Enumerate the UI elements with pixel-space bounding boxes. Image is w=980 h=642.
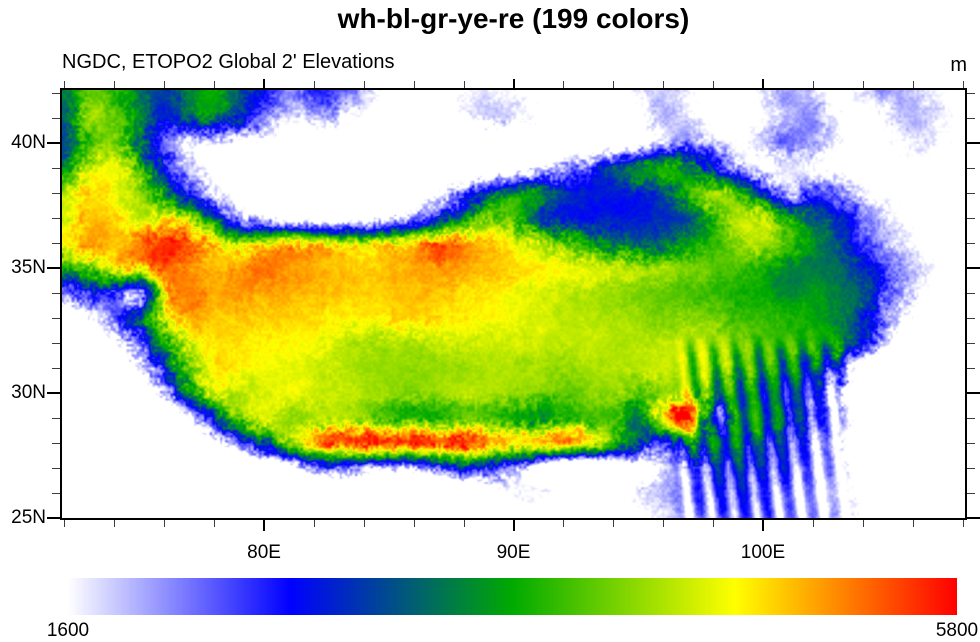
x-axis-minor-tick <box>713 520 714 527</box>
x-axis-minor-tick <box>813 520 814 527</box>
x-axis-minor-tick-top <box>563 81 564 88</box>
y-axis-minor-tick <box>52 168 60 169</box>
y-axis-minor-tick <box>52 193 60 194</box>
y-axis-major-tick-right <box>967 517 980 519</box>
x-axis-minor-tick <box>663 520 664 527</box>
x-axis-minor-tick-top <box>164 81 165 88</box>
y-axis-minor-tick-right <box>967 193 975 194</box>
y-axis-minor-tick <box>52 418 60 419</box>
x-axis-minor-tick <box>214 520 215 527</box>
y-axis-minor-tick-right <box>967 343 975 344</box>
y-axis-major-tick <box>47 392 60 394</box>
y-axis-tick-label: 35N <box>11 256 46 278</box>
x-axis-minor-tick <box>563 520 564 527</box>
y-axis-minor-tick <box>52 118 60 119</box>
x-axis-major-tick-top <box>513 79 515 88</box>
x-axis-minor-tick-top <box>414 81 415 88</box>
y-axis-minor-tick <box>52 343 60 344</box>
y-axis-minor-tick-right <box>967 368 975 369</box>
y-axis-minor-tick-right <box>967 168 975 169</box>
y-axis-minor-tick <box>52 293 60 294</box>
x-axis-tick-label: 90E <box>496 542 531 563</box>
x-axis-minor-tick <box>963 520 964 527</box>
y-axis-minor-tick-right <box>967 418 975 419</box>
x-axis-minor-tick-top <box>464 81 465 88</box>
page-title: wh-bl-gr-ye-re (199 colors) <box>337 3 690 34</box>
plot-frame <box>60 88 967 520</box>
y-axis-minor-tick-right <box>967 468 975 469</box>
y-axis-minor-tick-right <box>967 243 975 244</box>
x-axis-minor-tick <box>863 520 864 527</box>
x-axis-major-tick-top <box>263 79 265 88</box>
x-axis-tick-label: 80E <box>247 542 281 563</box>
y-axis-major-tick <box>47 267 60 269</box>
x-axis-major-tick <box>263 520 265 531</box>
x-axis-minor-tick <box>913 520 914 527</box>
y-axis-minor-tick-right <box>967 443 975 444</box>
x-axis-major-tick <box>513 520 515 531</box>
y-axis-minor-tick-right <box>967 293 975 294</box>
x-axis-major-tick-top <box>762 79 764 88</box>
x-axis-major-tick <box>762 520 764 531</box>
x-axis-minor-tick-top <box>913 81 914 88</box>
y-axis-tick-label: 25N <box>11 507 46 528</box>
y-axis-minor-tick <box>52 443 60 444</box>
y-axis-major-tick-right <box>967 267 980 269</box>
y-axis-minor-tick <box>52 318 60 319</box>
y-axis-minor-tick-right <box>967 493 975 494</box>
x-axis-minor-tick-top <box>64 81 65 88</box>
x-axis-minor-tick <box>613 520 614 527</box>
x-axis-minor-tick-top <box>663 81 664 88</box>
y-axis-tick-label: 40N <box>11 131 46 153</box>
x-axis-minor-tick <box>464 520 465 527</box>
y-axis-tick-label: 30N <box>11 381 46 403</box>
y-axis-major-tick <box>47 142 60 144</box>
y-axis-minor-tick-right <box>967 218 975 219</box>
y-axis-minor-tick <box>52 368 60 369</box>
x-axis-minor-tick <box>164 520 165 527</box>
x-axis-minor-tick-top <box>364 81 365 88</box>
x-axis-tick-label: 100E <box>740 542 786 563</box>
x-axis-minor-tick-top <box>314 81 315 88</box>
y-axis-major-tick-right <box>967 392 980 394</box>
x-axis-minor-tick-top <box>613 81 614 88</box>
x-axis-minor-tick <box>364 520 365 527</box>
elevation-raster-canvas <box>62 90 965 518</box>
x-axis-minor-tick <box>314 520 315 527</box>
y-axis-minor-tick <box>52 468 60 469</box>
x-axis-minor-tick-top <box>114 81 115 88</box>
y-axis-minor-tick-right <box>967 93 975 94</box>
colorbar <box>68 578 957 615</box>
x-axis-minor-tick-top <box>813 81 814 88</box>
units-label: m <box>950 54 967 76</box>
y-axis-minor-tick-right <box>967 318 975 319</box>
y-axis-minor-tick-right <box>967 118 975 119</box>
x-axis-minor-tick-top <box>214 81 215 88</box>
y-axis-minor-tick <box>52 93 60 94</box>
x-axis-minor-tick-top <box>713 81 714 88</box>
y-axis-minor-tick <box>52 243 60 244</box>
dataset-subtitle: NGDC, ETOPO2 Global 2' Elevations <box>62 51 395 73</box>
colorbar-max-label: 5800 <box>935 620 979 641</box>
x-axis-minor-tick-top <box>963 81 964 88</box>
y-axis-minor-tick <box>52 493 60 494</box>
colorbar-min-label: 1600 <box>46 620 90 641</box>
y-axis-major-tick-right <box>967 142 980 144</box>
x-axis-minor-tick <box>114 520 115 527</box>
y-axis-major-tick <box>47 517 60 519</box>
y-axis-minor-tick <box>52 218 60 219</box>
x-axis-minor-tick <box>64 520 65 527</box>
x-axis-minor-tick <box>414 520 415 527</box>
x-axis-minor-tick-top <box>863 81 864 88</box>
